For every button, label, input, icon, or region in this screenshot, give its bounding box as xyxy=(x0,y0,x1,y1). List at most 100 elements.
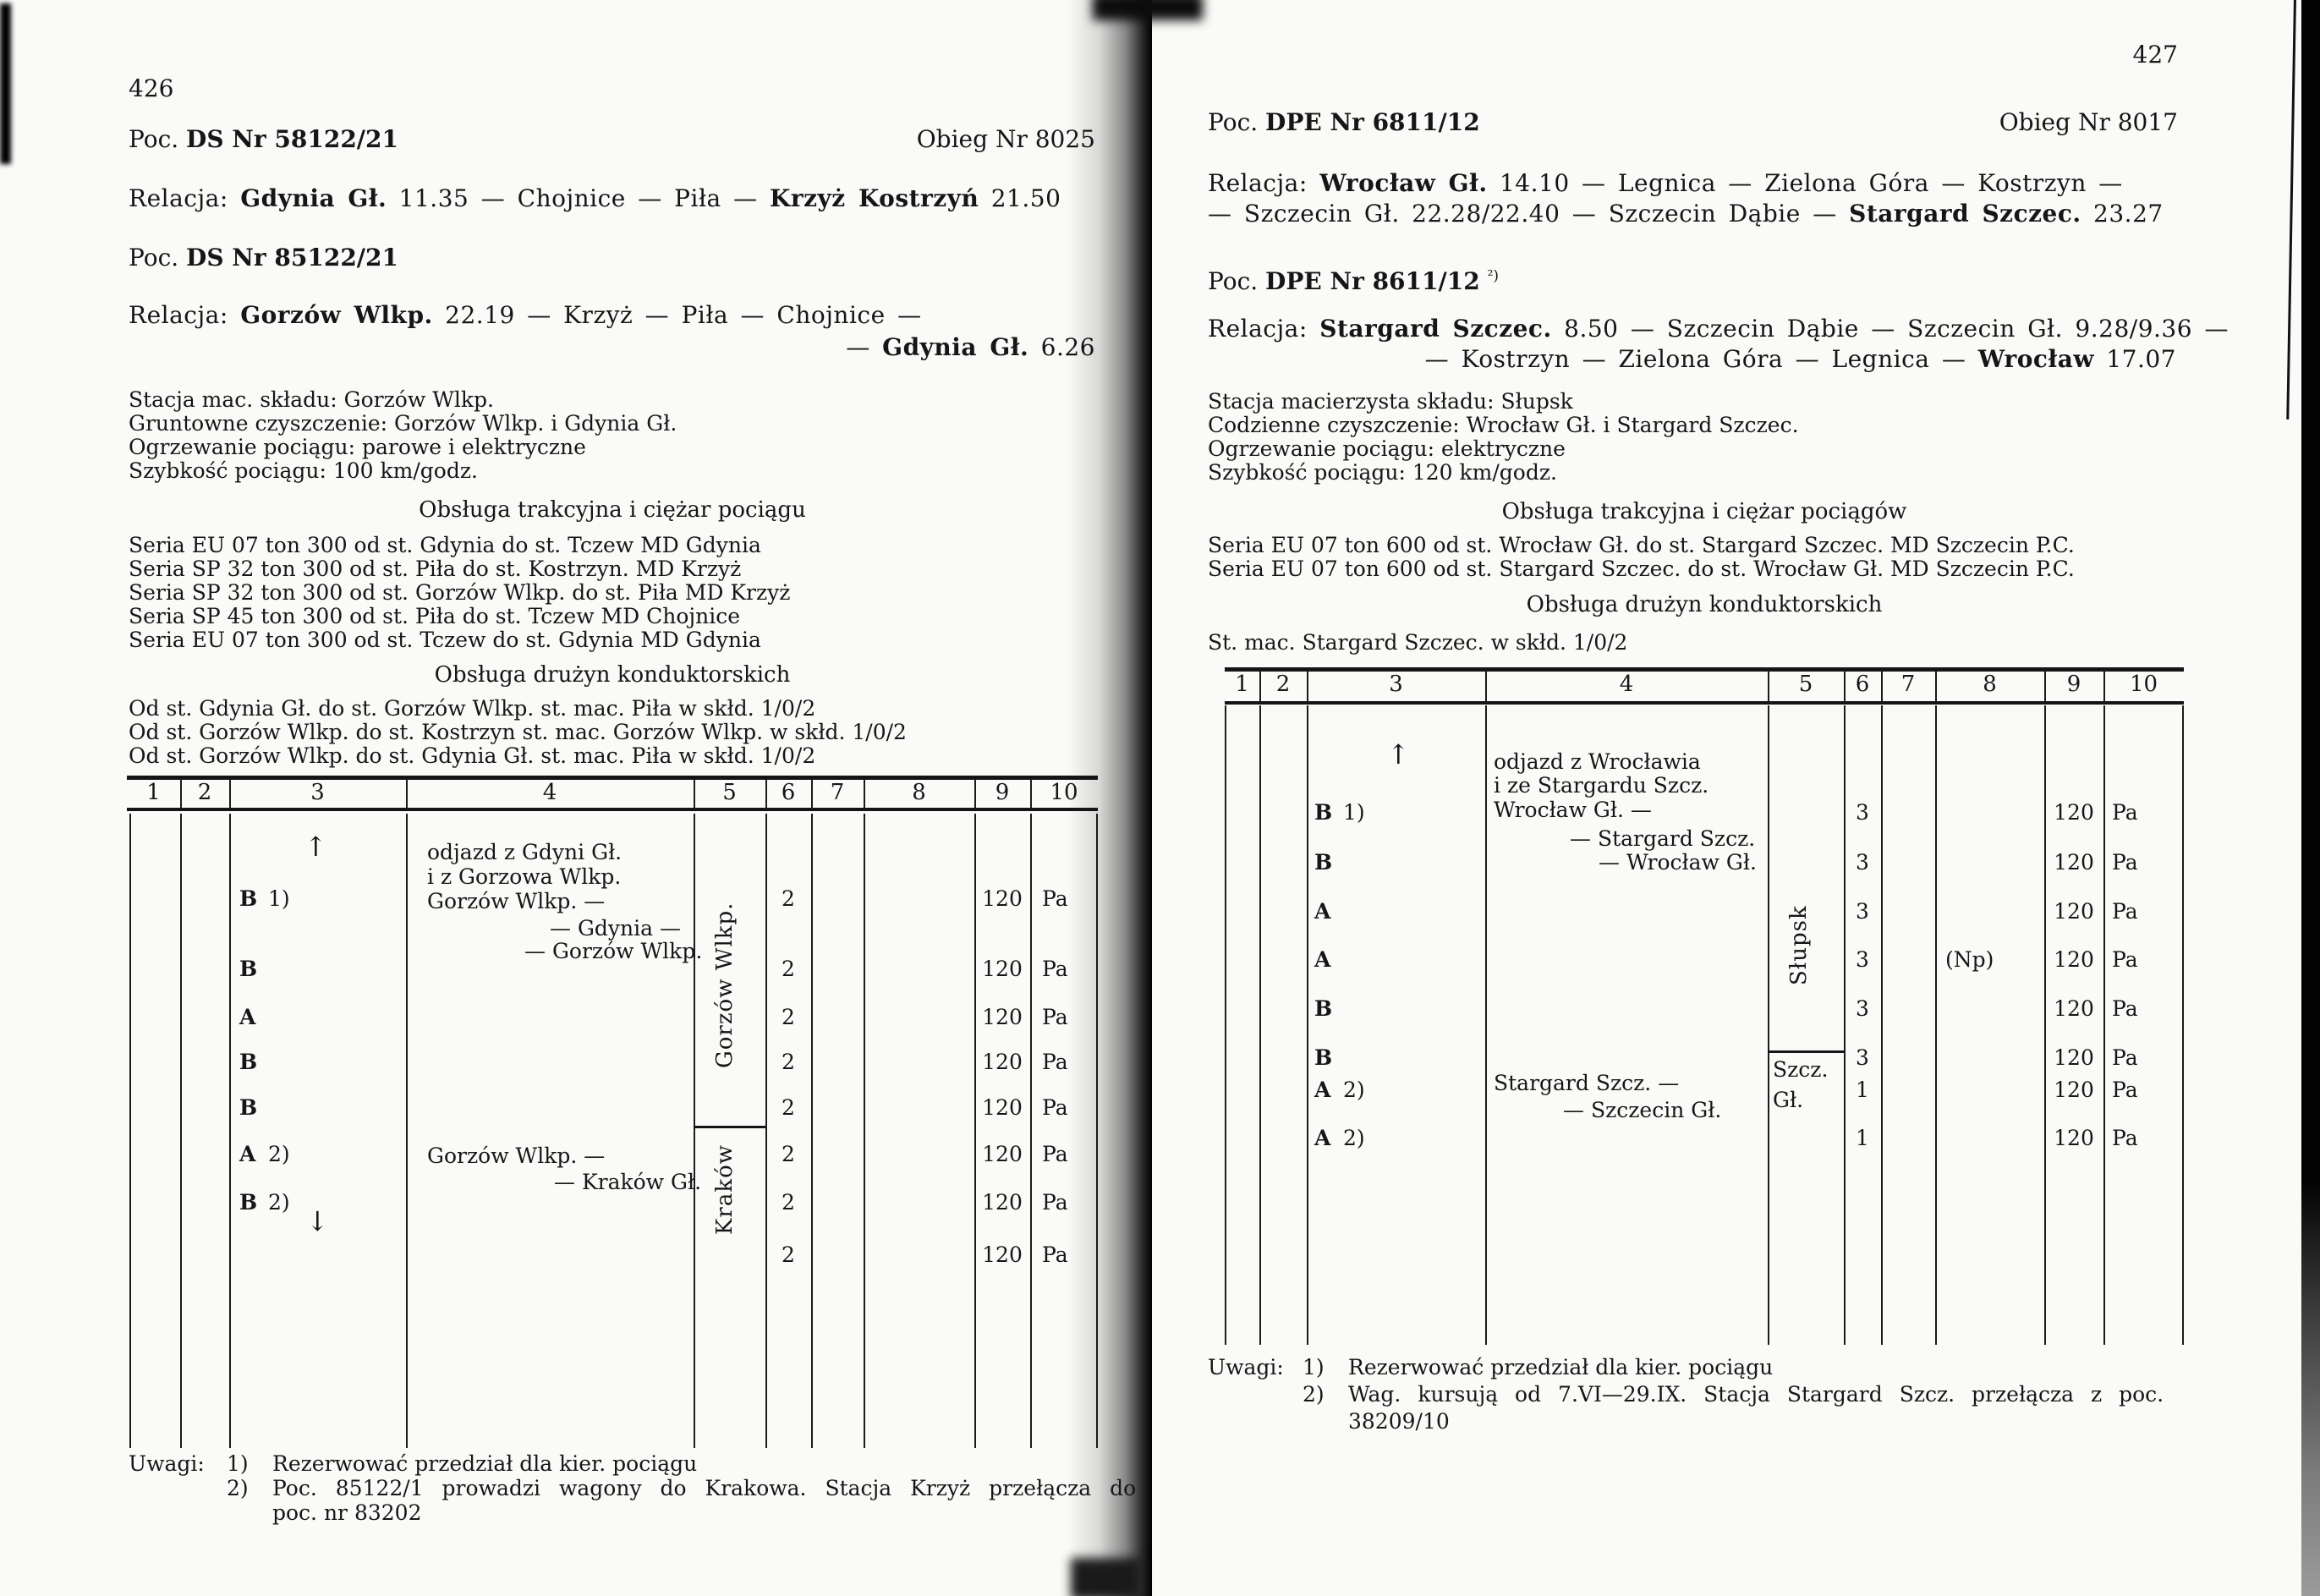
route-line: — Gdynia — xyxy=(550,916,681,941)
uwagi-item-text: Rezerwować przedział dla kier. pociągu xyxy=(1348,1355,1774,1379)
column-divider xyxy=(864,814,865,1448)
header-tick xyxy=(765,779,767,809)
table-header-rule xyxy=(1225,701,2184,705)
class-cell: B xyxy=(1314,1045,1333,1070)
brake-cell: Pa xyxy=(1042,1242,1068,1267)
relacja-label: Relacja: xyxy=(129,184,241,212)
column-divider xyxy=(765,814,767,1448)
train-number: DPE Nr 6811/12 xyxy=(1265,108,1480,136)
count-cell: 2 xyxy=(782,1050,795,1074)
table-header-cell: 10 xyxy=(1050,780,1078,805)
count-cell: 2 xyxy=(782,1242,795,1267)
destination-station: Stargard Szczec. xyxy=(1849,200,2081,228)
route-line: Gorzów Wlkp. — xyxy=(427,1144,606,1168)
class-cell: B xyxy=(239,1095,258,1120)
count-cell: 1 xyxy=(1856,1078,1869,1102)
info-line: Ogrzewanie pociągu: parowe i elektryczne xyxy=(129,435,586,459)
destination-station: Krzyż Kostrzyń xyxy=(770,184,979,212)
count-cell: 1 xyxy=(1856,1126,1869,1150)
speed-cell: 120 xyxy=(2054,947,2094,972)
column-divider xyxy=(1096,814,1098,1448)
route-line: — Wrocław Gł. xyxy=(1599,850,1757,875)
route-line: — Szczecin Gł. xyxy=(1563,1098,1722,1122)
column-divider xyxy=(1225,705,1226,1345)
column-divider xyxy=(180,814,182,1448)
speed-cell: 120 xyxy=(982,886,1023,911)
scan-edge-left xyxy=(0,3,11,164)
count-cell: 2 xyxy=(782,1095,795,1120)
seria-line: Seria SP 45 ton 300 od st. Piła do st. T… xyxy=(129,604,741,628)
brake-cell: Pa xyxy=(1042,1142,1068,1166)
speed-cell: 120 xyxy=(2054,1078,2094,1102)
header-tick xyxy=(1485,670,1487,701)
speed-cell: 120 xyxy=(2054,1126,2094,1150)
uwagi-item-text: poc. nr 83202 xyxy=(272,1500,422,1525)
header-tick xyxy=(2044,670,2046,701)
scan-edge-right xyxy=(2301,0,2320,1596)
obieg-number: Obieg Nr 8017 xyxy=(1999,108,2178,136)
station-column-label: Kraków xyxy=(712,1144,738,1235)
header-tick xyxy=(406,779,408,809)
uwagi-item-text: 38209/10 xyxy=(1348,1409,1450,1434)
table-header-cell: 8 xyxy=(1983,672,1997,697)
class-note: 2) xyxy=(1343,1078,1365,1102)
train-number: DS Nr 58122/21 xyxy=(186,125,398,153)
uwagi-label: Uwagi: xyxy=(129,1451,205,1476)
column-divider xyxy=(2044,705,2046,1345)
speed-cell: 120 xyxy=(982,1142,1023,1166)
info-line: Stacja mac. składu: Gorzów Wlkp. xyxy=(129,387,494,412)
brake-cell: Pa xyxy=(1042,1190,1068,1215)
via-stations: — Szczecin Gł. 22.28/22.40 — Szczecin Dą… xyxy=(1208,200,1850,228)
section-title-conductors: Obsługa drużyn konduktorskich xyxy=(434,662,791,688)
class-cell: A xyxy=(1314,947,1331,972)
seria-line: Seria EU 07 ton 300 od st. Tczew do st. … xyxy=(129,628,761,652)
via-stations: 14.10 — Legnica — Zielona Góra — Kostrzy… xyxy=(1487,169,2123,197)
route-line: Wrocław Gł. — xyxy=(1494,798,1652,822)
table-header-cell: 2 xyxy=(197,780,212,805)
footnote-mark: ²) xyxy=(1487,267,1500,285)
table-header-cell: 4 xyxy=(1619,672,1634,697)
info-line: Codzienne czyszczenie: Wrocław Gł. i Sta… xyxy=(1208,413,1799,437)
route-line: — Kraków Gł. xyxy=(554,1170,702,1194)
header-tick xyxy=(811,779,813,809)
table-header-cell: 8 xyxy=(912,780,926,805)
table-header-cell: 2 xyxy=(1275,672,1291,697)
brake-cell: Pa xyxy=(2112,996,2138,1021)
od-line: Od st. Gorzów Wlkp. do st. Gdynia Gł. st… xyxy=(129,743,816,768)
station-column-label: Szcz. xyxy=(1773,1057,1829,1082)
class-cell: A xyxy=(1314,899,1331,924)
speed-cell: 120 xyxy=(982,1005,1023,1029)
poc-label: Poc. xyxy=(1208,108,1266,136)
table-header-cell: 5 xyxy=(722,780,737,805)
arrow-down-icon: ↓ xyxy=(306,1205,329,1237)
relacja-line-continuation: — Gdynia Gł. 6.26 xyxy=(846,333,1095,361)
route-line: — Gorzów Wlkp. xyxy=(524,939,703,963)
speed-cell: 120 xyxy=(982,1095,1023,1120)
train-heading: Poc. DS Nr 58122/21 xyxy=(129,125,398,153)
column-divider xyxy=(1030,814,1032,1448)
column-divider xyxy=(2103,705,2105,1345)
table-header-cell: 10 xyxy=(2129,672,2158,697)
uwagi-label: Uwagi: xyxy=(1208,1355,1284,1379)
class-cell: B xyxy=(1314,996,1333,1021)
seria-line: Seria SP 32 ton 300 od st. Piła do st. K… xyxy=(129,557,742,581)
section-title-traction: Obsługa trakcyjna i ciężar pociągów xyxy=(1501,499,1907,524)
brake-cell: Pa xyxy=(2112,1045,2138,1070)
count-cell: 3 xyxy=(1856,996,1869,1021)
table-header-cell: 1 xyxy=(146,780,161,805)
header-tick xyxy=(1768,670,1769,701)
obieg-number: Obieg Nr 8025 xyxy=(916,125,1095,153)
arrow-up-icon: ↑ xyxy=(304,831,327,863)
column-divider xyxy=(406,814,408,1448)
column-divider xyxy=(229,814,231,1448)
route-note: i z Gorzowa Wlkp. xyxy=(427,864,622,889)
gutter-top-smudge xyxy=(1093,0,1203,20)
brake-cell: Pa xyxy=(1042,1050,1068,1074)
count-cell: 3 xyxy=(1856,800,1869,825)
station-column-label: Gł. xyxy=(1773,1088,1804,1112)
speed-cell: 120 xyxy=(982,1190,1023,1215)
header-tick xyxy=(974,779,976,809)
brake-cell: Pa xyxy=(1042,1005,1068,1029)
class-cell: B xyxy=(1314,850,1333,875)
